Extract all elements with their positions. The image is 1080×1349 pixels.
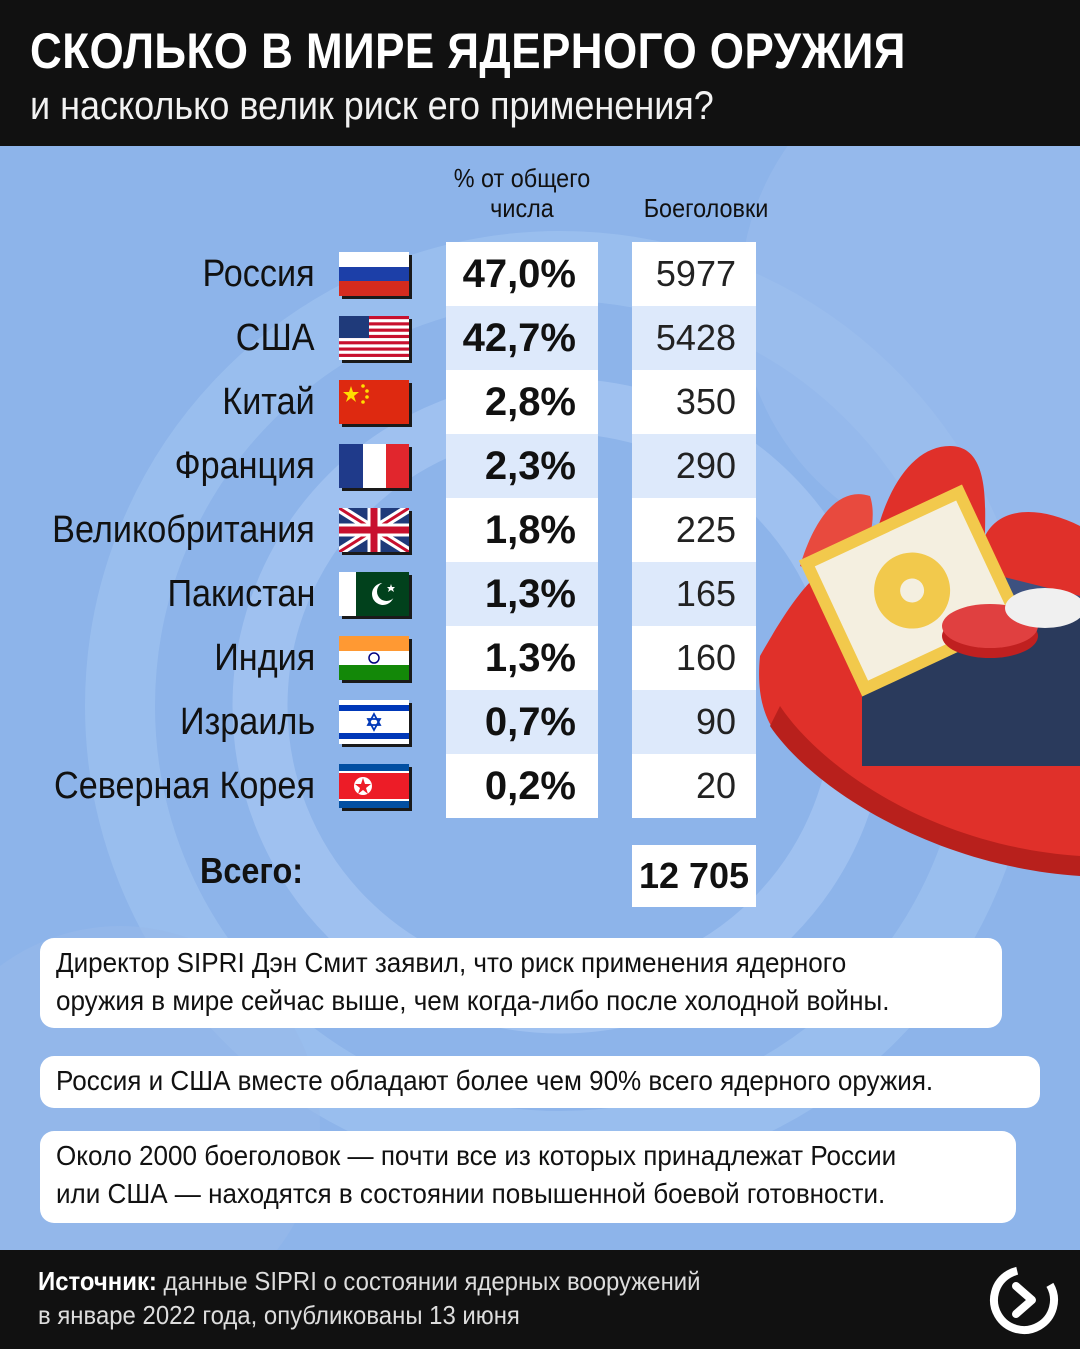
country-label: Франция (174, 445, 315, 487)
percent-header-line1: % от общего (453, 163, 591, 193)
country-label: Северная Корея (54, 765, 315, 807)
country-label: Россия (202, 253, 315, 295)
china-flag-icon (339, 380, 409, 424)
page-title: СКОЛЬКО В МИРЕ ЯДЕРНОГО ОРУЖИЯ (30, 23, 906, 79)
country-label: Пакистан (167, 573, 315, 615)
source-text: Источник: данные SIPRI о состоянии ядерн… (38, 1264, 701, 1332)
country-label: США (236, 317, 315, 359)
total-value: 12 705 (632, 845, 756, 907)
warheads-cell: 160 (632, 626, 756, 690)
warheads-cell: 5977 (632, 242, 756, 306)
note-alert-line2: или США — находятся в состоянии повышенн… (56, 1178, 886, 1209)
country-label: Великобритания (52, 509, 315, 551)
country-label: Индия (213, 637, 315, 679)
country-label: Израиль (179, 701, 315, 743)
usa-flag-icon (339, 316, 409, 360)
header: СКОЛЬКО В МИРЕ ЯДЕРНОГО ОРУЖИЯ и насколь… (0, 0, 1080, 146)
percent-cell: 1,3% (446, 626, 598, 690)
percent-cell: 2,8% (446, 370, 598, 434)
percent-header-line2: числа (490, 193, 554, 223)
percent-cell: 42,7% (446, 306, 598, 370)
israel-flag-icon (339, 700, 409, 744)
country-label: Китай (222, 381, 315, 423)
pakistan-flag-icon (339, 572, 409, 616)
note-alert: Около 2000 боеголовок — почти все из кот… (40, 1131, 1016, 1223)
note-risk: Директор SIPRI Дэн Смит заявил, что риск… (40, 938, 1002, 1028)
warheads-cell: 5428 (632, 306, 756, 370)
warheads-cell: 350 (632, 370, 756, 434)
warheads-cell: 20 (632, 754, 756, 818)
india-flag-icon (339, 636, 409, 680)
percent-column-header: % от общего числа (445, 163, 600, 223)
percent-cell: 2,3% (446, 434, 598, 498)
russia-flag-icon (339, 252, 409, 296)
note-risk-line2: оружия в мире сейчас выше, чем когда-либ… (56, 985, 890, 1016)
hand-illustration (759, 446, 1080, 876)
source-label: Источник: (38, 1266, 157, 1296)
source-line2: в январе 2022 года, опубликованы 13 июня (38, 1300, 520, 1330)
total-label: Всего: (200, 850, 304, 891)
warheads-cell: 165 (632, 562, 756, 626)
north-korea-flag-icon (339, 764, 409, 808)
percent-cell: 1,8% (446, 498, 598, 562)
percent-cell: 0,2% (446, 754, 598, 818)
source-line1: данные SIPRI о состоянии ядерных вооруже… (156, 1266, 701, 1296)
page-subtitle: и насколько велик риск его применения? (30, 84, 714, 128)
percent-cell: 1,3% (446, 562, 598, 626)
note-alert-line1: Около 2000 боеголовок — почти все из кот… (56, 1140, 897, 1171)
note-share-line1: Россия и США вместе обладают более чем 9… (56, 1065, 934, 1096)
warheads-cell: 225 (632, 498, 756, 562)
publisher-logo-icon (990, 1266, 1058, 1334)
warheads-cell: 90 (632, 690, 756, 754)
uk-flag-icon (339, 508, 409, 552)
footer: Источник: данные SIPRI о состоянии ядерн… (0, 1250, 1080, 1349)
france-flag-icon (339, 444, 409, 488)
note-risk-line1: Директор SIPRI Дэн Смит заявил, что риск… (56, 947, 847, 978)
note-share: Россия и США вместе обладают более чем 9… (40, 1056, 1040, 1108)
warheads-cell: 290 (632, 434, 756, 498)
percent-cell: 0,7% (446, 690, 598, 754)
warheads-column-header: Боеголовки (643, 193, 769, 223)
percent-cell: 47,0% (446, 242, 598, 306)
